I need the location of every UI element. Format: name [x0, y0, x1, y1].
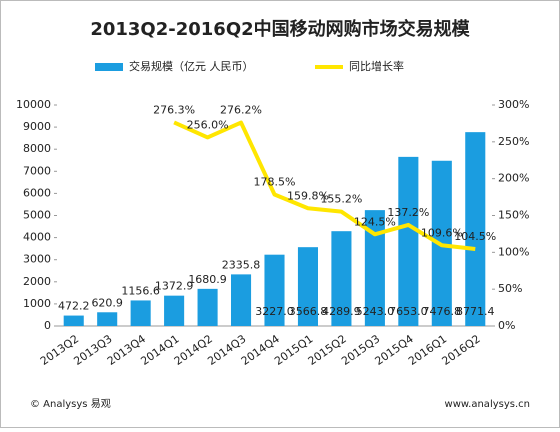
line-label: 178.5% [254, 176, 296, 189]
line-label: 159.8% [287, 189, 329, 202]
y2-tick-label: 150% [498, 209, 529, 222]
legend-label: 交易规模（亿元 人民币） [129, 59, 254, 73]
y2-tick-label: 300% [498, 98, 529, 111]
bar-label: 7653.0 [389, 305, 428, 318]
y2-tick-label: 100% [498, 245, 529, 258]
y2-tick-label: 0% [498, 319, 515, 332]
bar [130, 300, 151, 326]
footer-left: © Analysys 易观 [30, 398, 111, 410]
bar-label: 8771.4 [456, 305, 495, 318]
bar [197, 288, 218, 326]
y2-tick-label: 250% [498, 135, 529, 148]
chart-title: 2013Q2-2016Q2中国移动网购市场交易规模 [90, 18, 470, 40]
y-tick-label: 1000 [23, 297, 51, 310]
line [173, 120, 476, 252]
bar-label: 1156.6 [121, 284, 160, 297]
y-tick-label: 2000 [23, 275, 51, 288]
y-tick-label: 4000 [23, 231, 51, 244]
line-label: 276.3% [153, 103, 195, 116]
y-tick-label: 7000 [23, 164, 51, 177]
bar-label: 2335.8 [222, 258, 261, 271]
bar [297, 247, 318, 326]
y-tick-label: 10000 [16, 98, 51, 111]
bar [63, 315, 84, 326]
bar-label: 4289.9 [322, 305, 361, 318]
bar [465, 132, 486, 326]
line-label: 155.2% [320, 193, 362, 206]
bar-label: 620.9 [91, 296, 123, 309]
footer-right: www.analysys.cn [445, 399, 530, 410]
bar [264, 254, 285, 326]
bar [331, 231, 352, 326]
line-label: 104.5% [454, 230, 496, 243]
legend-label: 同比增长率 [349, 59, 404, 73]
bar [398, 156, 419, 326]
bar [231, 274, 252, 326]
legend-swatch [95, 63, 123, 71]
bar [164, 295, 185, 326]
y-tick-label: 0 [44, 319, 51, 332]
y-tick-label: 6000 [23, 186, 51, 199]
y-tick-label: 9000 [23, 120, 51, 133]
bar [97, 312, 118, 326]
bar-label: 1372.9 [155, 280, 194, 293]
bar [364, 210, 385, 326]
line-label: 137.2% [387, 206, 429, 219]
bar-label: 5243.0 [356, 305, 395, 318]
line-label: 124.5% [354, 215, 396, 228]
bar-label: 1680.9 [188, 273, 227, 286]
y-tick-label: 5000 [23, 209, 51, 222]
y-tick-label: 3000 [23, 253, 51, 266]
bar-label: 3566.8 [289, 305, 328, 318]
y-tick-label: 8000 [23, 142, 51, 155]
line-label: 276.2% [220, 104, 262, 117]
bar-label: 7476.8 [423, 305, 462, 318]
bar-label: 472.2 [58, 300, 90, 313]
bar-label: 3227.0 [255, 305, 294, 318]
line-label: 256.0% [187, 118, 229, 131]
y2-tick-label: 200% [498, 172, 529, 185]
y2-tick-label: 50% [498, 282, 522, 295]
line-label: 109.6% [421, 226, 463, 239]
